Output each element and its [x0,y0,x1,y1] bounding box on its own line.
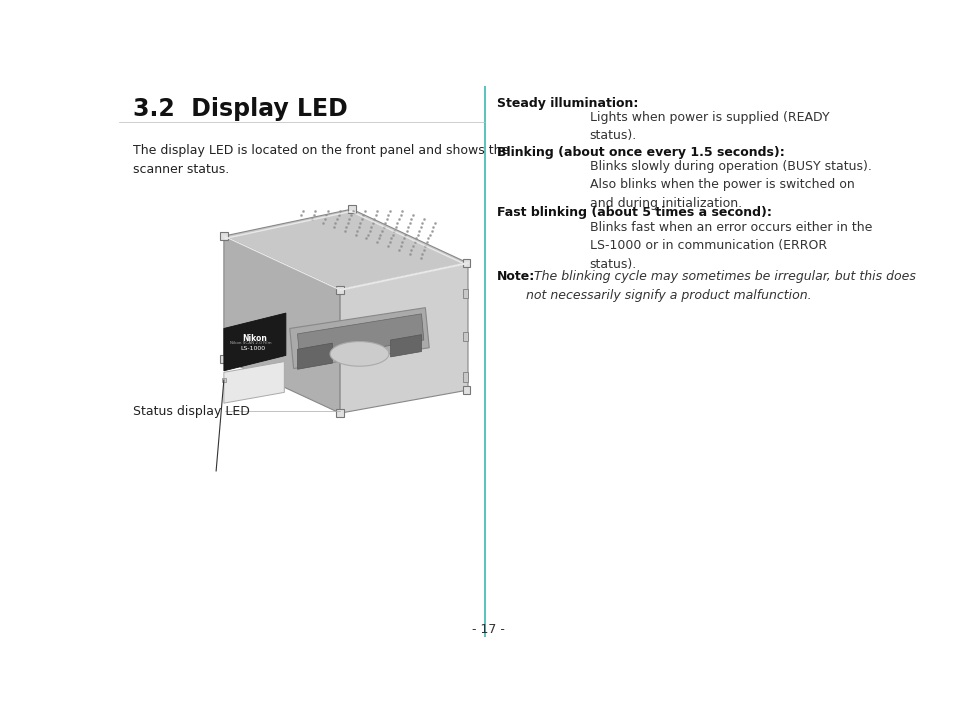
Polygon shape [224,209,468,290]
Text: The display LED is located on the front panel and shows the
scanner status.: The display LED is located on the front … [133,144,509,175]
Polygon shape [224,362,284,403]
Polygon shape [290,308,429,369]
Bar [462,372,468,382]
Bar [462,386,470,394]
Polygon shape [390,334,421,357]
Polygon shape [340,263,468,413]
Text: 3.2  Display LED: 3.2 Display LED [133,97,348,121]
Bar [462,259,470,267]
Polygon shape [297,314,423,360]
Polygon shape [224,313,286,371]
Ellipse shape [330,342,389,366]
Text: Nikon: Nikon [242,334,267,343]
Bar [335,286,344,294]
Text: Fast blinking (about 5 times a second):: Fast blinking (about 5 times a second): [497,206,771,219]
Bar [462,289,468,299]
Bar [462,332,468,341]
Text: Status display LED: Status display LED [133,405,250,418]
Text: LS-1000: LS-1000 [240,346,266,351]
Polygon shape [224,236,340,413]
Text: Lights when power is supplied (READY
status).: Lights when power is supplied (READY sta… [589,111,828,142]
Text: Blinks slowly during operation (BUSY status).
Also blinks when the power is swit: Blinks slowly during operation (BUSY sta… [589,160,871,210]
Text: Steady illumination:: Steady illumination: [497,97,638,110]
Text: - 17 -: - 17 - [472,624,505,637]
Bar [335,410,344,417]
Text: Blinks fast when an error occurs either in the
LS-1000 or in communication (ERRO: Blinks fast when an error occurs either … [589,221,871,271]
Bar [220,355,228,363]
Bar [220,232,228,240]
Text: Blinking (about once every 1.5 seconds):: Blinking (about once every 1.5 seconds): [497,145,783,159]
Polygon shape [297,343,332,369]
Bar [348,205,355,213]
Text: Nikon SCAN 2.0 Film: Nikon SCAN 2.0 Film [230,341,272,345]
Text: Note:: Note: [497,271,535,284]
Text: The blinking cycle may sometimes be irregular, but this does
not necessarily sig: The blinking cycle may sometimes be irre… [525,271,915,302]
